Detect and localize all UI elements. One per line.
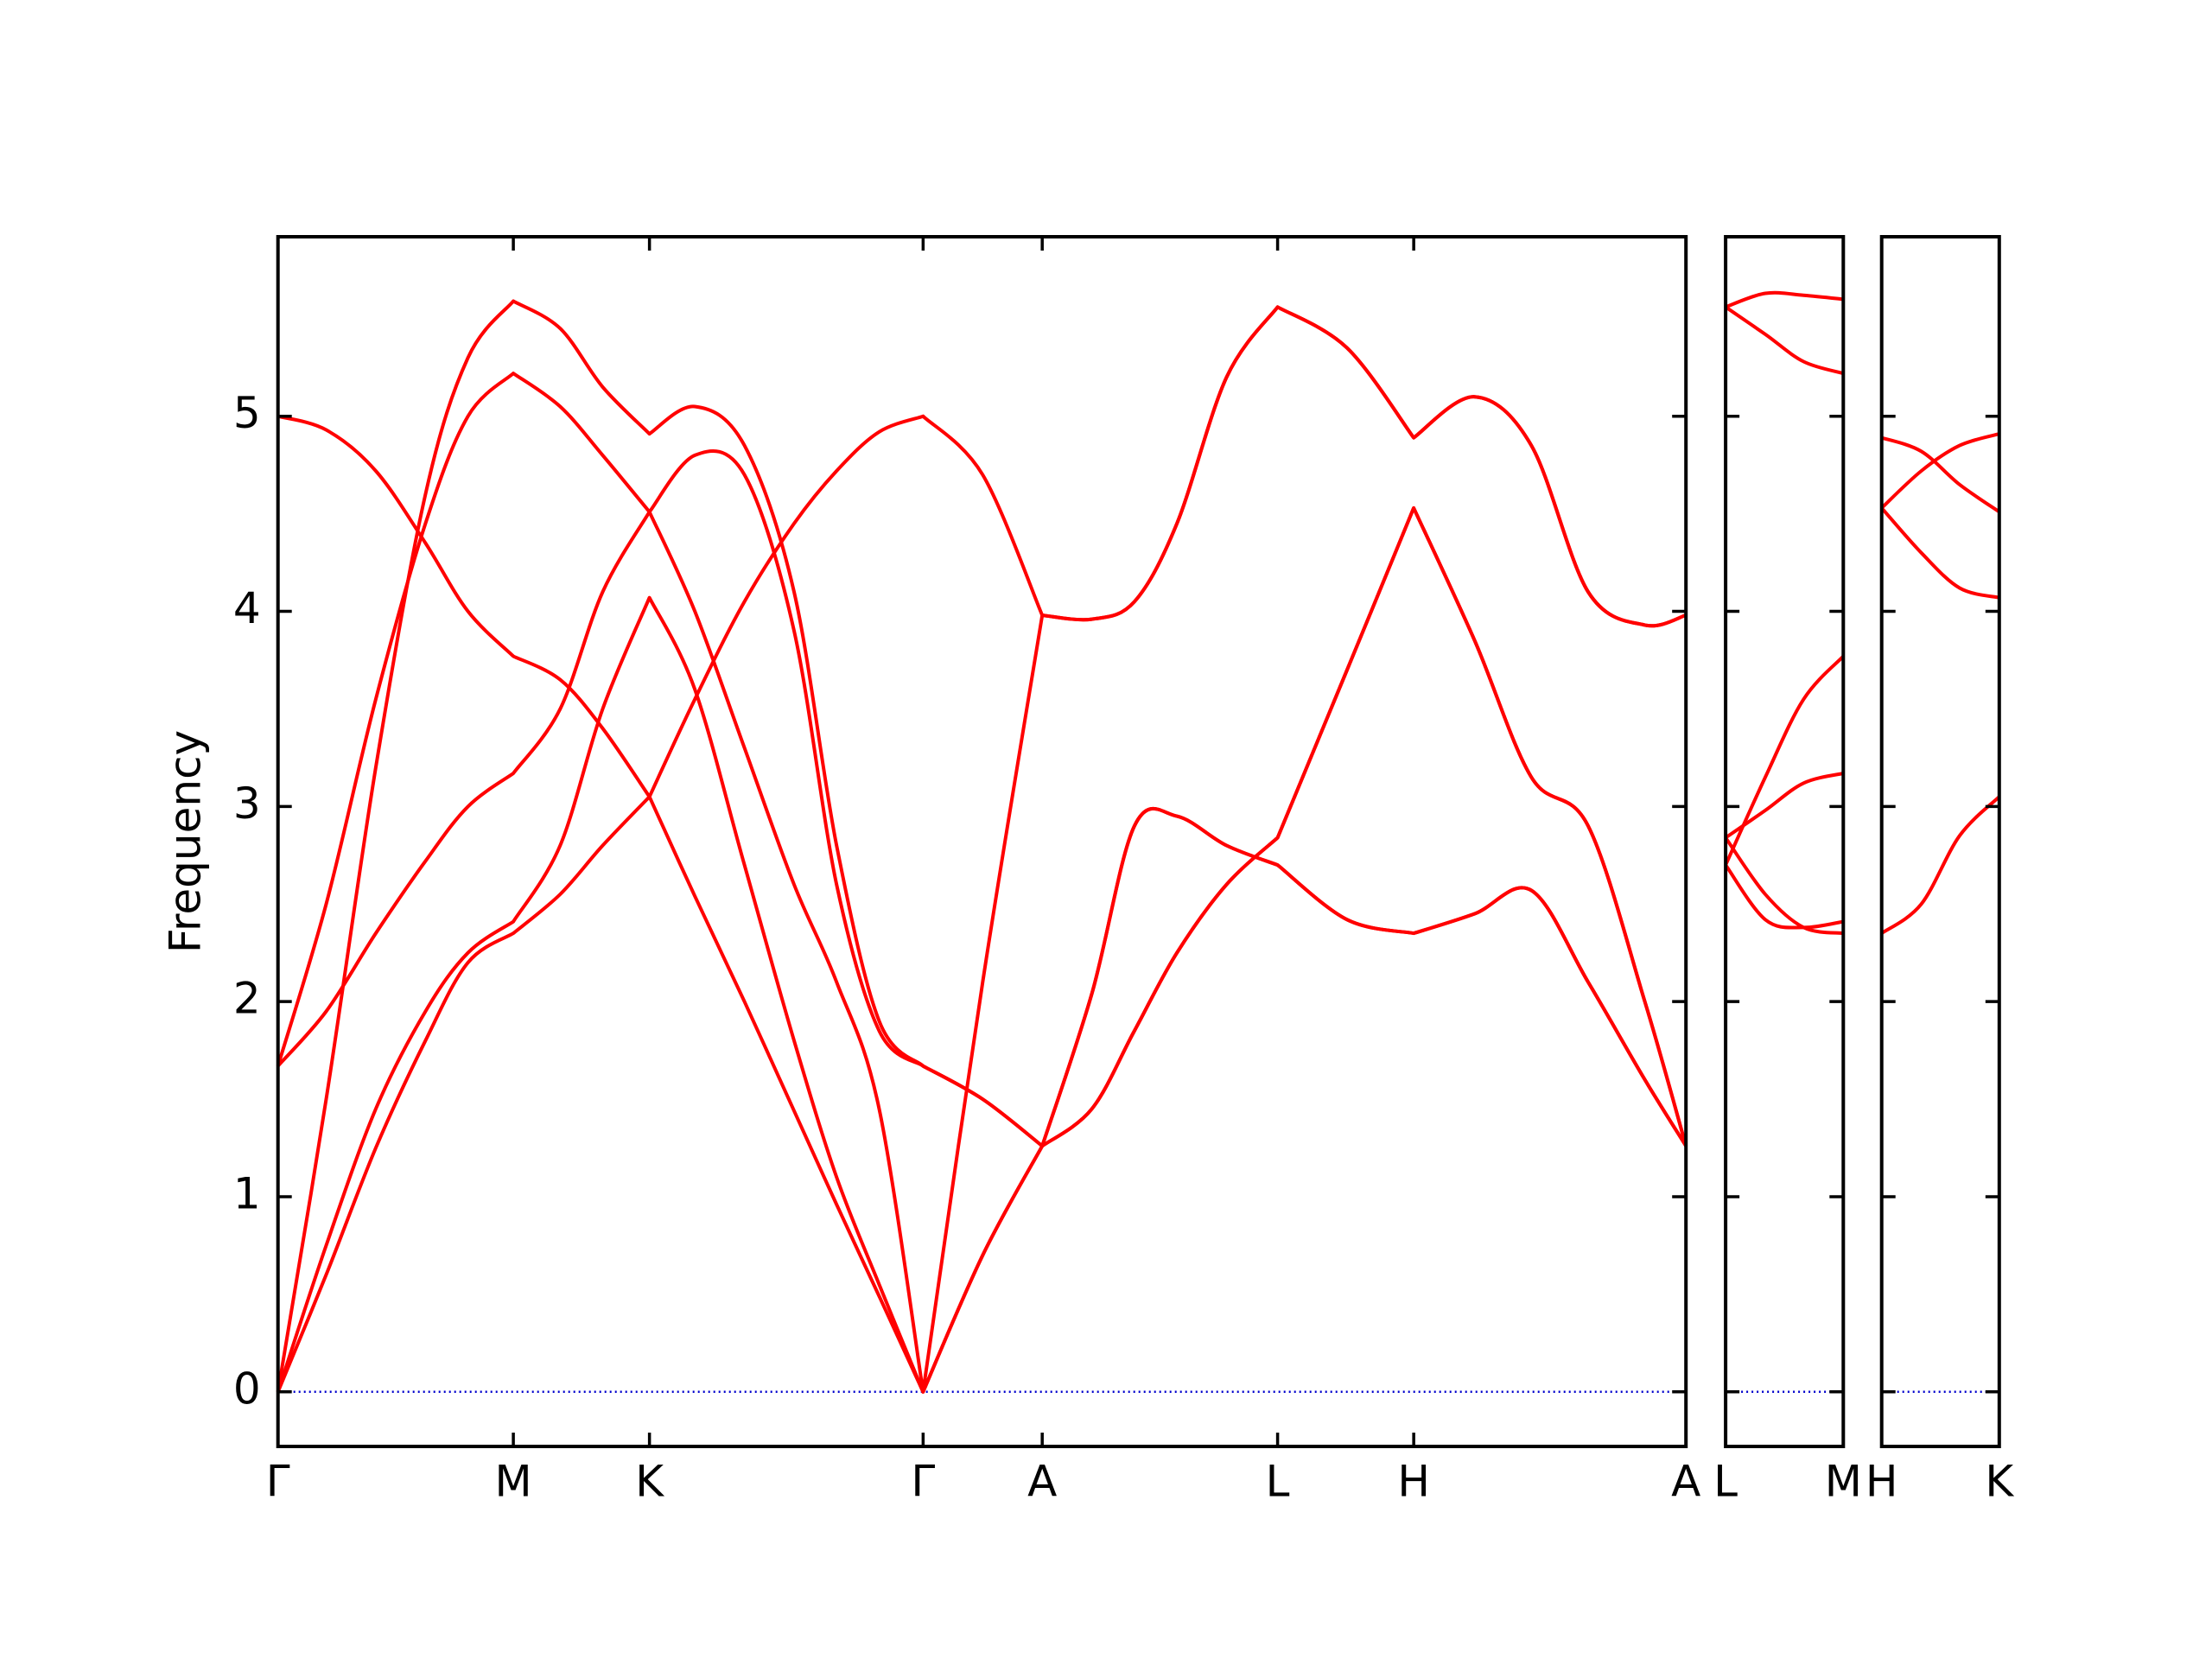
band-line [1880, 432, 2000, 510]
x-tick-label: M [1825, 1457, 1862, 1507]
band-line [276, 299, 1688, 1393]
x-tick-label: K [635, 1457, 664, 1507]
band-line [277, 414, 1688, 1394]
y-tick-label: 3 [233, 779, 261, 829]
band-line [1724, 772, 1844, 840]
x-tick-label: A [1027, 1457, 1057, 1507]
band-line [276, 305, 1687, 1393]
x-tick-label: M [495, 1457, 532, 1507]
band-line [276, 305, 1687, 1394]
y-tick-label: 4 [233, 583, 261, 633]
x-tick-label: L [1266, 1457, 1290, 1507]
band-line [1724, 305, 1844, 376]
x-tick-label: Γ [266, 1457, 290, 1507]
y-tick-label: 1 [233, 1168, 261, 1218]
plot-frame [276, 235, 1688, 1448]
plot-frame [1879, 235, 2001, 1448]
y-tick-label: 5 [233, 388, 261, 438]
x-tick-label: H [1866, 1457, 1898, 1507]
band-line [1724, 863, 1844, 930]
y-axis-label: Frequency [161, 730, 211, 953]
band-line [1724, 836, 1844, 936]
band-line [1880, 506, 2000, 600]
x-tick-label: A [1671, 1457, 1700, 1507]
plot-frame [1724, 235, 1846, 1448]
x-tick-label: K [1985, 1457, 2014, 1507]
y-tick-label: 2 [233, 974, 261, 1024]
band-line [1881, 435, 2000, 514]
x-tick-label: H [1397, 1457, 1430, 1507]
band-line [1880, 795, 2001, 935]
band-line [276, 505, 1688, 1394]
band-line [1725, 290, 1844, 309]
band-line [276, 449, 1688, 1148]
band-line [1724, 655, 1845, 866]
y-tick-label: 0 [233, 1363, 261, 1414]
x-tick-label: Γ [911, 1457, 935, 1507]
x-tick-label: L [1713, 1457, 1738, 1507]
